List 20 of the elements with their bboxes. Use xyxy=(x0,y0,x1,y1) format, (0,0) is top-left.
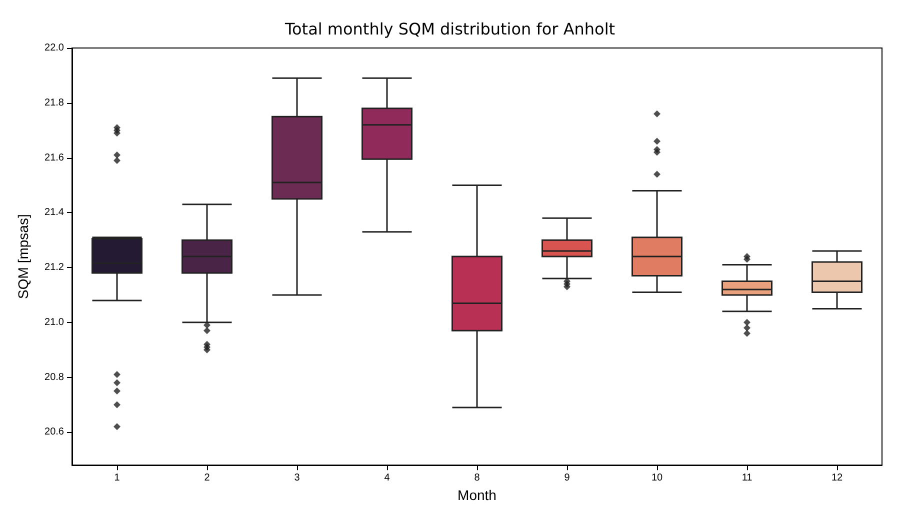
chart-title: Total monthly SQM distribution for Anholt xyxy=(284,20,616,38)
y-tick-label: 20.6 xyxy=(44,426,64,438)
y-tick-label: 21.8 xyxy=(44,97,64,108)
y-tick-label: 21.2 xyxy=(44,262,64,274)
y-tick-label: 21.6 xyxy=(44,152,64,164)
x-tick-label: 3 xyxy=(294,472,300,484)
y-tick-label: 22.0 xyxy=(44,42,64,54)
x-axis-title: Month xyxy=(458,487,496,503)
y-tick-label: 20.8 xyxy=(44,372,64,383)
x-tick-label: 9 xyxy=(564,472,570,484)
x-tick-label: 8 xyxy=(474,472,480,484)
y-axis-title: SQM [mpsas] xyxy=(15,214,31,299)
x-tick-label: 11 xyxy=(742,472,753,484)
y-tick-label: 21.4 xyxy=(44,207,64,218)
x-tick-label: 10 xyxy=(651,472,663,484)
x-tick-label: 2 xyxy=(204,472,210,484)
x-tick-label: 12 xyxy=(831,472,843,484)
y-tick-label: 21.0 xyxy=(44,316,64,328)
x-tick-label: 4 xyxy=(384,472,390,484)
x-tick-label: 1 xyxy=(114,472,120,484)
